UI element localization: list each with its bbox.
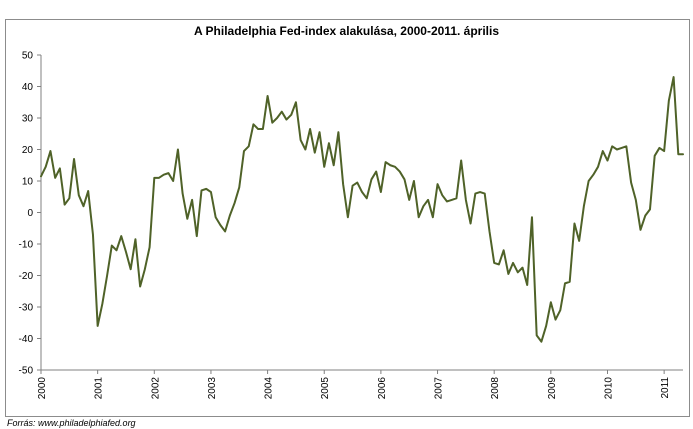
x-tick-label: 2008: [490, 377, 501, 400]
y-tick-label: -30: [19, 303, 34, 314]
y-tick-label: -20: [19, 271, 34, 282]
x-tick-label: 2005: [320, 377, 331, 400]
x-tick-label: 2002: [150, 377, 161, 400]
y-tick-label: 0: [27, 208, 33, 219]
y-tick-label: -10: [19, 240, 34, 251]
y-tick-label: 30: [22, 114, 34, 125]
x-tick-label: 2009: [547, 377, 558, 400]
chart-title: A Philadelphia Fed-index alakulása, 2000…: [193, 24, 500, 38]
x-tick-label: 2001: [94, 377, 105, 400]
x-tick-label: 2004: [264, 377, 275, 400]
series-line: [40, 76, 684, 343]
y-axis-ticks: -50 -40 -30 -20 -10 0 10 20 30 40 50: [19, 51, 41, 377]
x-tick-label: 2006: [377, 377, 388, 400]
axes: [40, 55, 683, 371]
y-tick-label: -40: [19, 334, 34, 345]
x-tick-label: 2000: [37, 377, 48, 400]
series-group: [40, 76, 684, 343]
y-tick-label: 40: [22, 82, 34, 93]
y-tick-label: -50: [19, 366, 34, 377]
y-tick-label: 10: [22, 177, 34, 188]
x-tick-label: 2011: [660, 377, 671, 399]
x-tick-label: 2003: [207, 377, 218, 400]
source-note: Forrás: www.philadelphiafed.org: [7, 418, 136, 428]
y-tick-label: 50: [22, 51, 34, 62]
y-tick-label: 20: [22, 145, 34, 156]
x-axis-ticks: 2000 2001 2002 2003 2004 2005 2006 2007 2008 2009…: [37, 370, 671, 399]
x-tick-label: 2010: [603, 377, 614, 400]
x-tick-label: 2007: [434, 377, 445, 400]
